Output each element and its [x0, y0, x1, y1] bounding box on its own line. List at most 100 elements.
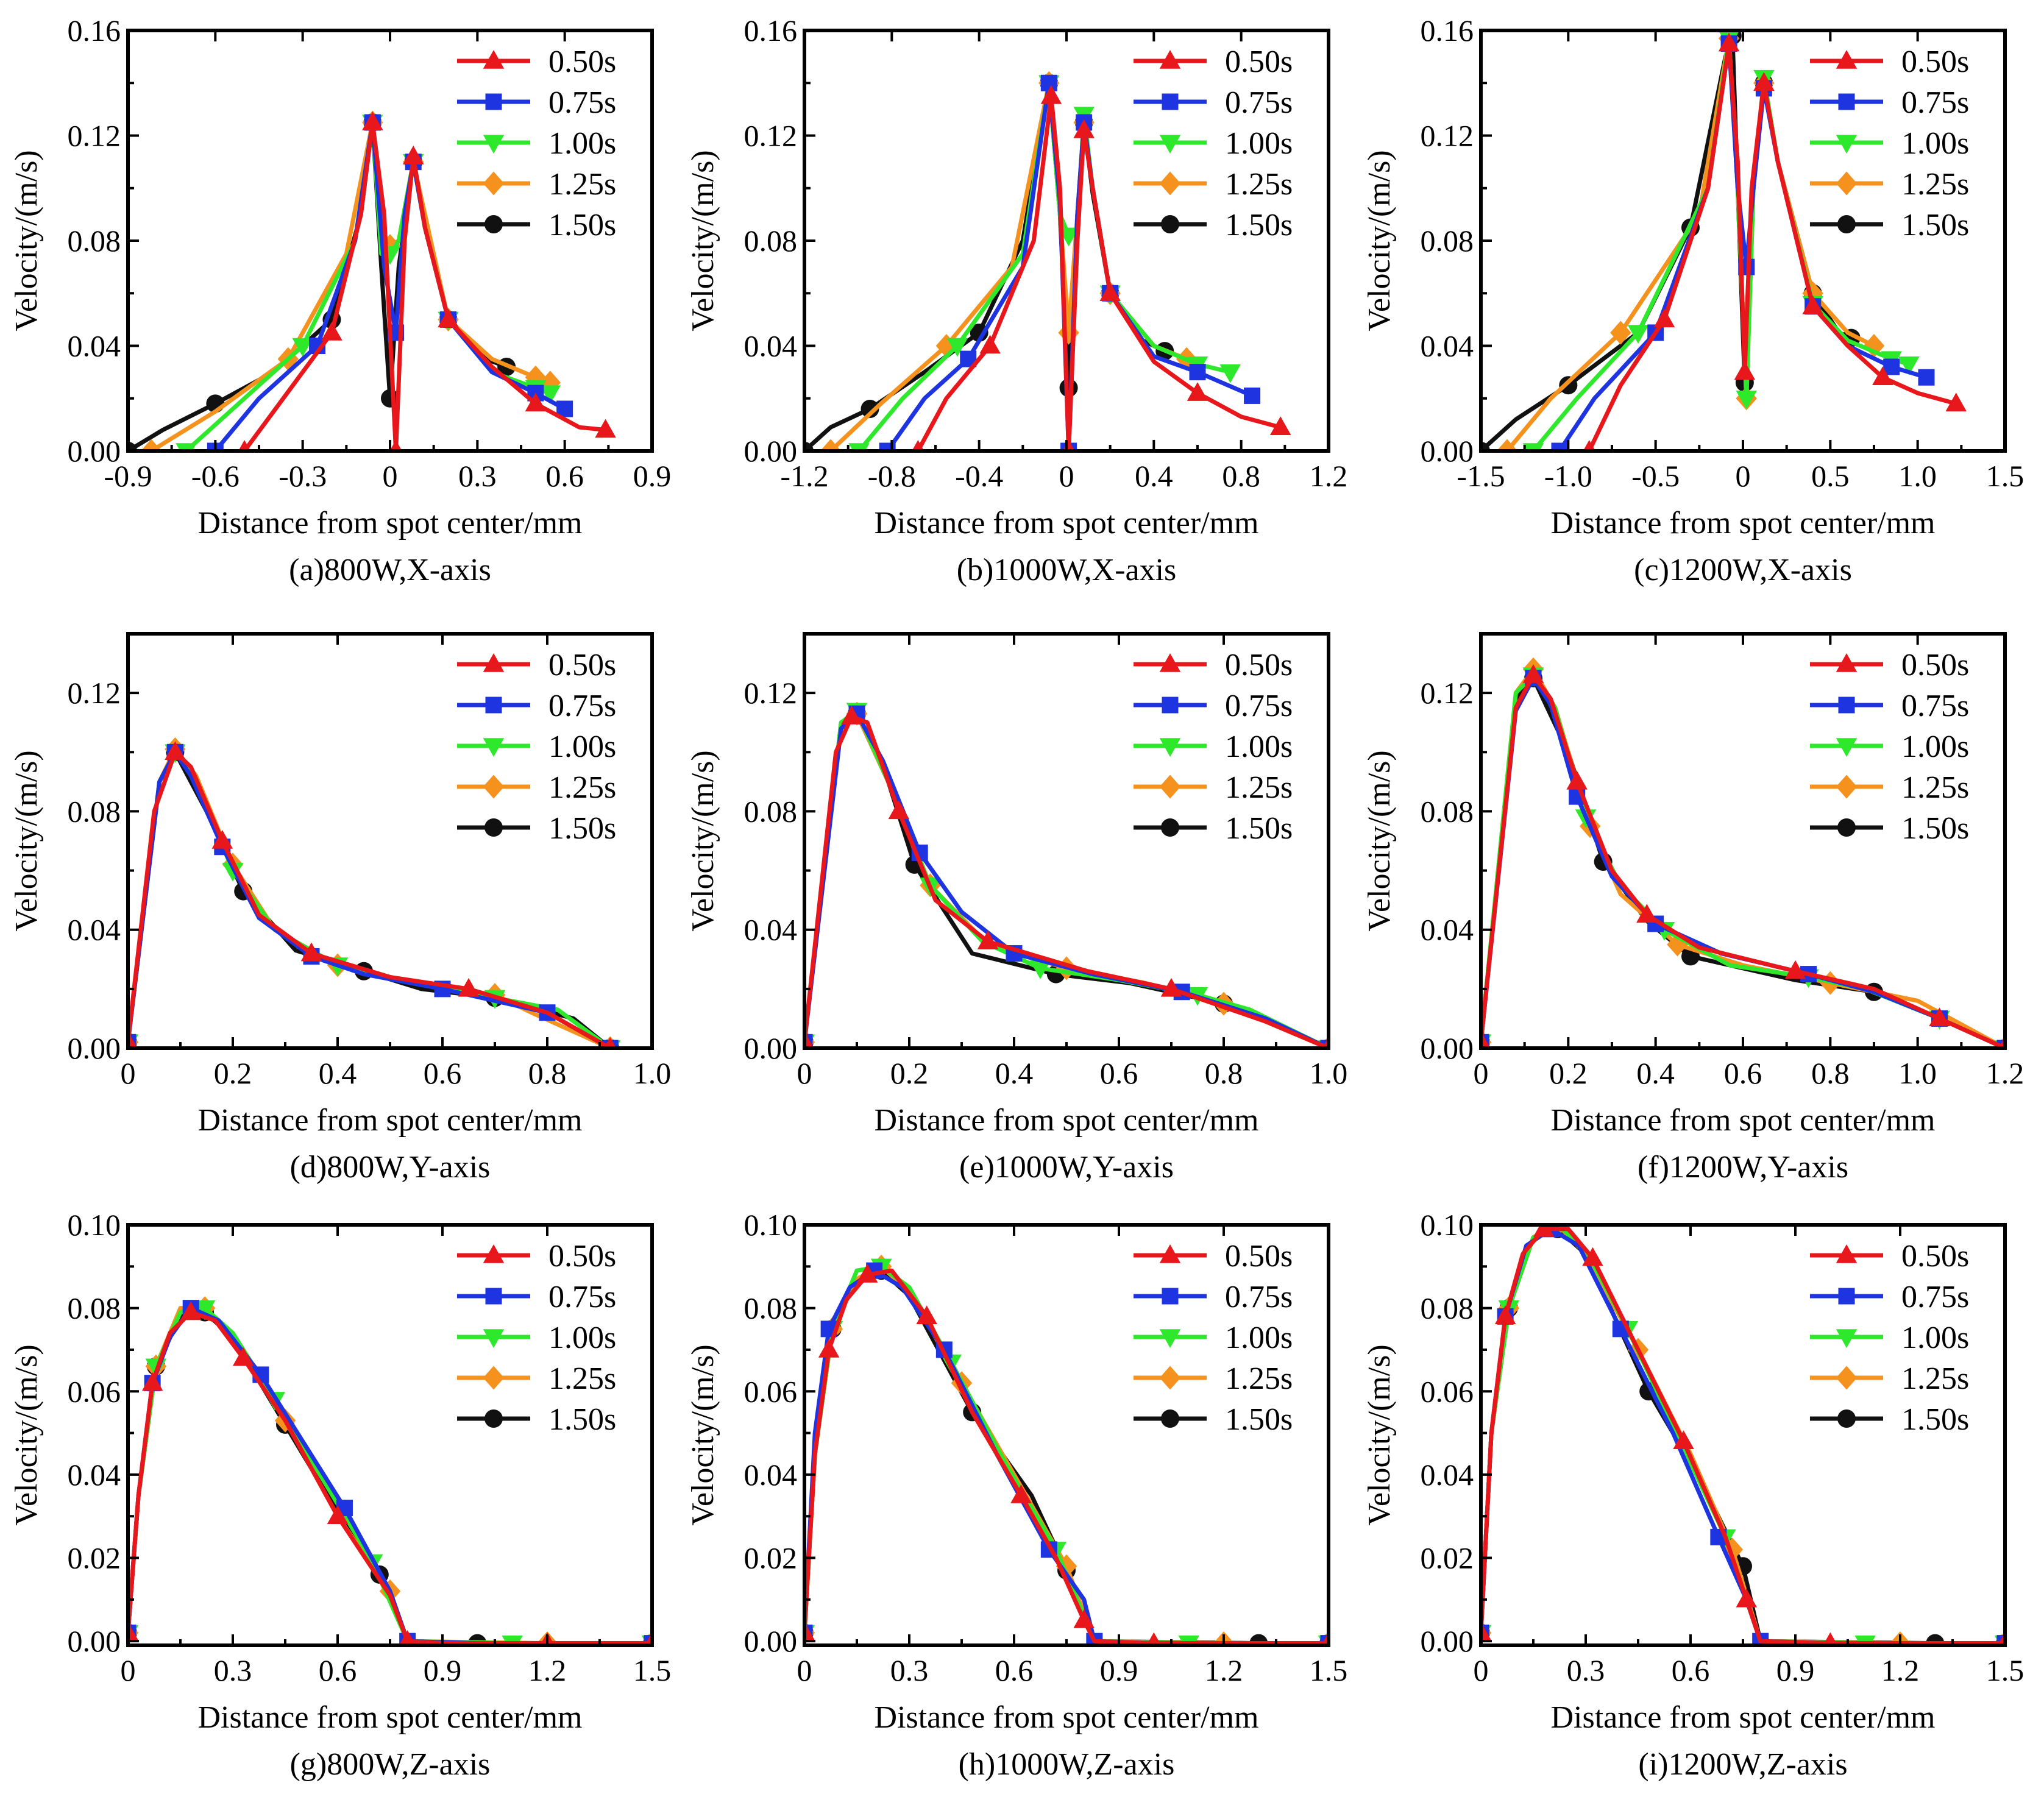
- legend-marker: [1838, 697, 1855, 714]
- chart-panel-d: 0 0.2 0.4 0.6 0.8 1.0 0.00 0.04 0.08 0.12 Distance…: [9, 632, 671, 1185]
- legend-label: 0.75s: [548, 85, 616, 120]
- data-point: [402, 146, 424, 165]
- legend-item: 1.25s: [457, 770, 616, 805]
- data-point: [818, 1338, 840, 1358]
- panel-caption: (f)1200W,Y-axis: [1638, 1150, 1848, 1185]
- legend-label: 0.50s: [1225, 1239, 1293, 1274]
- y-tick-label: 0.08: [1421, 224, 1474, 258]
- series-0.50s: [1583, 32, 1967, 451]
- legend-label: 1.00s: [548, 126, 616, 161]
- x-tick-label: 0.3: [890, 1653, 929, 1687]
- data-point: [1010, 1484, 1032, 1503]
- y-tick-label: 0.06: [1421, 1374, 1474, 1408]
- y-tick-label: 0.00: [68, 1624, 121, 1658]
- x-tick-label: 0.3: [1567, 1653, 1605, 1687]
- x-tick-label: 0.9: [1100, 1653, 1138, 1687]
- legend-label: 0.75s: [1901, 689, 1969, 723]
- chart-panel-b: -1.2 -0.8 -0.4 0 0.4 0.8 1.2 0.00 0.04 0.08 0.12 0.…: [686, 13, 1347, 587]
- y-tick-label: 0.12: [68, 119, 121, 153]
- legend-item: 1.25s: [457, 167, 616, 202]
- legend-item: 1.00s: [1810, 126, 1969, 161]
- series-line: [242, 120, 608, 451]
- legend-label: 1.50s: [1225, 811, 1293, 846]
- y-tick-label: 0.08: [1421, 794, 1474, 828]
- legend-item: 1.00s: [1134, 729, 1293, 764]
- legend-label: 1.00s: [1901, 126, 1969, 161]
- y-tick-label: 0.02: [68, 1541, 121, 1575]
- legend-label: 1.00s: [548, 729, 616, 764]
- data-point: [1533, 1225, 1555, 1237]
- legend-marker: [484, 818, 503, 837]
- legend-marker: [484, 1409, 503, 1428]
- x-tick-label: 0.6: [545, 459, 584, 493]
- x-tick-label: -0.9: [104, 459, 152, 493]
- x-tick-label: -0.3: [279, 459, 327, 493]
- panel-caption: (b)1000W,X-axis: [957, 553, 1177, 587]
- panel-caption: (c)1200W,X-axis: [1634, 553, 1852, 587]
- series-1.50s: [128, 113, 516, 451]
- legend: 0.50s 0.75s 1.00s 1.25s 1.50s: [1134, 648, 1293, 846]
- y-tick-label: 0.06: [68, 1374, 121, 1408]
- data-point: [977, 931, 999, 949]
- x-tick-label: 0.8: [1222, 459, 1260, 493]
- data-point: [946, 338, 968, 357]
- legend-marker: [1159, 135, 1181, 154]
- y-tick-label: 0.08: [744, 794, 798, 828]
- legend-label: 1.25s: [1225, 167, 1293, 202]
- y-tick-label: 0.08: [744, 1291, 798, 1325]
- data-point: [1718, 32, 1740, 52]
- legend-label: 0.50s: [1901, 1239, 1969, 1274]
- x-tick-label: 0.3: [458, 459, 497, 493]
- data-point: [804, 1622, 815, 1641]
- data-point: [1734, 361, 1756, 380]
- legend-label: 1.25s: [548, 167, 616, 202]
- data-point: [1736, 391, 1757, 410]
- legend-label: 1.25s: [1225, 1361, 1293, 1396]
- panel-caption: (i)1200W,Z-axis: [1638, 1747, 1847, 1782]
- legend-item: 1.50s: [1134, 208, 1293, 243]
- data-point: [1099, 282, 1121, 301]
- series-0.75s: [1481, 670, 2005, 1048]
- legend: 0.50s 0.75s 1.00s 1.25s 1.50s: [1810, 44, 1969, 243]
- legend-label: 1.50s: [1901, 1402, 1969, 1437]
- y-tick-label: 0.10: [744, 1208, 798, 1242]
- series-0.50s: [128, 1301, 652, 1645]
- data-point: [804, 1031, 814, 1048]
- legend-marker: [1836, 171, 1858, 196]
- legend-item: 1.00s: [1134, 126, 1293, 161]
- legend-marker: [1837, 1409, 1856, 1428]
- data-point: [141, 1372, 163, 1391]
- x-tick-label: 0.5: [1811, 459, 1850, 493]
- x-tick-label: 0.8: [1205, 1056, 1243, 1090]
- x-tick-label: 0.6: [319, 1653, 357, 1687]
- data-point: [888, 800, 910, 820]
- legend-item: 0.75s: [1134, 85, 1293, 120]
- legend-marker: [485, 697, 502, 714]
- y-tick-label: 0.08: [1421, 1291, 1474, 1325]
- data-point: [180, 1301, 202, 1321]
- legend-label: 1.25s: [1901, 167, 1969, 202]
- x-tick-label: 1.0: [1310, 1056, 1348, 1090]
- data-point: [1784, 960, 1806, 979]
- x-tick-label: 0.4: [995, 1056, 1034, 1090]
- data-point: [1481, 1622, 1492, 1641]
- y-tick-label: 0.04: [1421, 1458, 1474, 1492]
- x-tick-label: 0.9: [1776, 1653, 1815, 1687]
- legend-label: 1.50s: [1901, 208, 1969, 243]
- data-point: [1610, 321, 1631, 345]
- data-point: [327, 1505, 349, 1524]
- series-line: [1481, 1227, 2005, 1645]
- data-point: [820, 439, 842, 451]
- legend-item: 1.50s: [1134, 811, 1293, 846]
- legend-marker: [1161, 1409, 1179, 1428]
- data-point: [232, 1347, 254, 1366]
- y-axis-title: Velocity/(m/s): [686, 750, 720, 932]
- series-line: [128, 1310, 652, 1645]
- y-tick-label: 0.04: [744, 913, 798, 947]
- data-point: [1566, 770, 1588, 790]
- data-point: [140, 439, 162, 451]
- legend-label: 1.50s: [1901, 811, 1969, 846]
- y-tick-label: 0.12: [1421, 676, 1474, 710]
- data-point: [1653, 308, 1675, 328]
- legend-marker: [1162, 697, 1179, 714]
